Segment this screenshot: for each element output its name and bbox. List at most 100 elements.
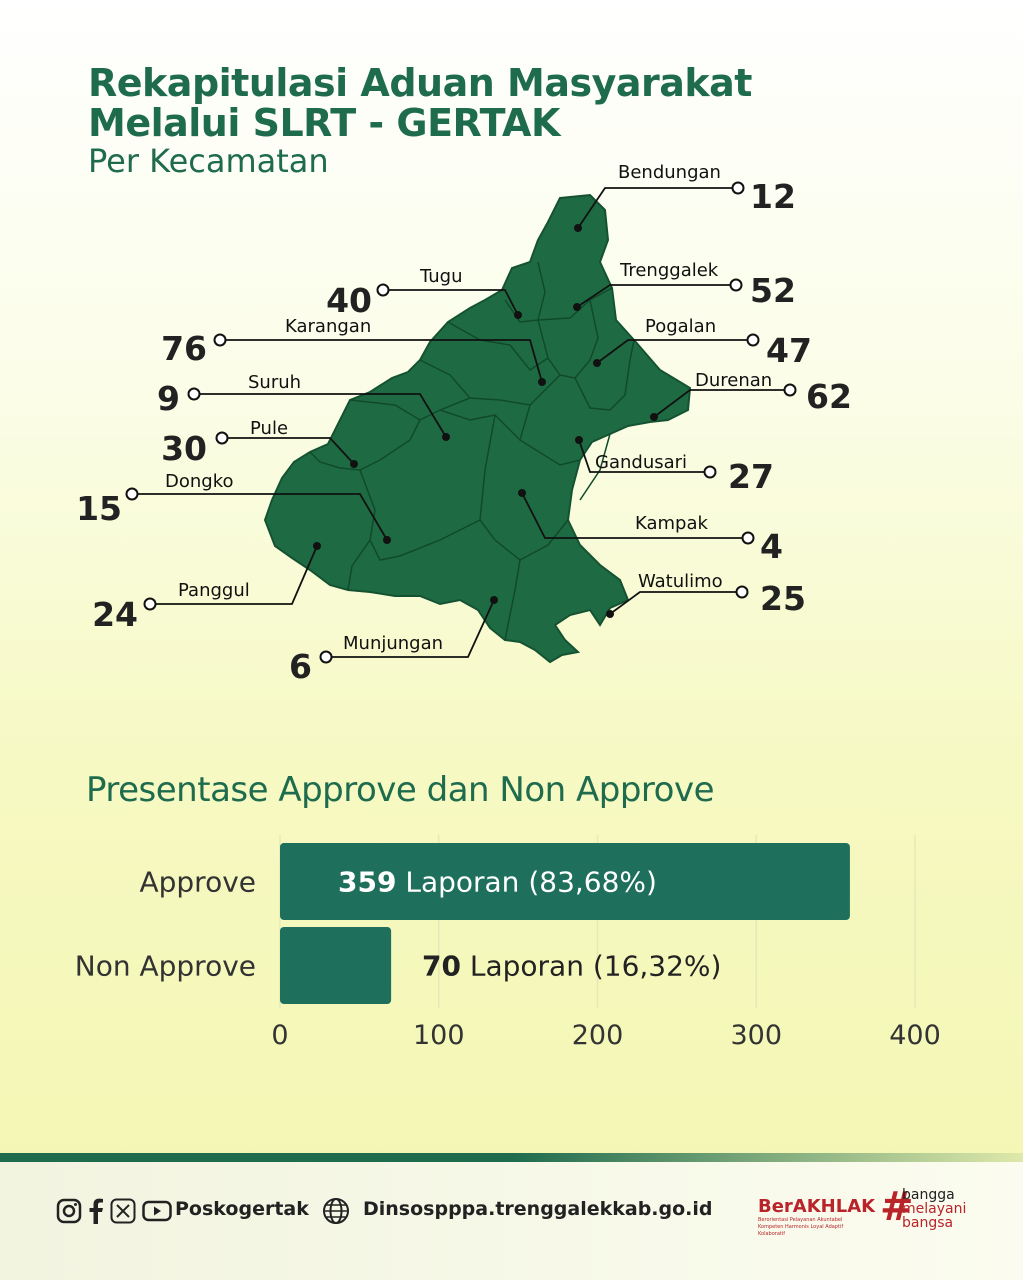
leader-end-circle: [143, 597, 157, 611]
district-map: Bendungan 12 Tugu 40 Trenggalek 52 Karangan 76 P…: [76, 162, 852, 686]
district-karangan: Karangan 76: [161, 316, 546, 386]
chart-text: 0 100 200 300 400 Approve 359 Laporan (83,68%)…: [75, 866, 941, 1052]
title-line2: Melalui SLRT - GERTAK: [88, 101, 560, 145]
x-tick-label: 400: [889, 1020, 941, 1051]
globe-icon: [322, 1197, 350, 1229]
instagram-icon[interactable]: [56, 1198, 82, 1228]
district-value: 4: [760, 527, 783, 566]
leader-line: [150, 545, 318, 605]
category-label: Non Approve: [75, 950, 256, 983]
data-label: 359 Laporan (83,68%): [338, 866, 657, 899]
district-name: Panggul: [178, 580, 250, 601]
bar-approve: [280, 843, 850, 920]
x-tick-label: 300: [730, 1020, 782, 1051]
logo-word-2: melayani: [902, 1201, 967, 1217]
x-icon[interactable]: [110, 1198, 136, 1228]
district-dot: [573, 303, 581, 311]
leader-end-circle: [215, 431, 229, 445]
district-name: Pule: [250, 418, 288, 439]
leader-line: [609, 591, 742, 615]
district-panggul: Panggul 24: [92, 542, 321, 634]
district-dot: [574, 224, 582, 232]
leader-end-circle: [125, 487, 139, 501]
footer: [0, 1162, 1023, 1280]
district-watulimo: Watulimo 25: [606, 571, 806, 618]
district-pogalan: Pogalan 47: [593, 316, 812, 370]
leader-line: [576, 284, 736, 308]
district-value: 12: [750, 177, 796, 216]
district-tugu: Tugu 40: [326, 266, 522, 320]
leader-line: [194, 393, 447, 438]
facebook-icon[interactable]: [88, 1198, 104, 1228]
district-suruh: Suruh 9: [157, 372, 450, 441]
district-name: Bendungan: [618, 162, 721, 183]
district-value: 24: [92, 595, 138, 634]
hashtag-icon: #: [880, 1184, 914, 1230]
leader-line: [521, 492, 748, 539]
district-value: 30: [161, 429, 207, 468]
district-name: Munjungan: [343, 633, 443, 654]
district-name: Trenggalek: [619, 260, 719, 281]
x-tick-label: 100: [413, 1020, 465, 1051]
district-value: 15: [76, 489, 122, 528]
district-dongko: Dongko 15: [76, 471, 391, 544]
district-dot: [442, 433, 450, 441]
district-name: Kampak: [635, 513, 709, 534]
district-value: 6: [289, 647, 312, 686]
social-icons: [56, 1198, 172, 1228]
berakhlak-title: BerAKHLAK: [758, 1196, 876, 1217]
leader-line: [383, 289, 519, 316]
district-dot: [518, 489, 526, 497]
title-line1: Rekapitulasi Aduan Masyarakat: [88, 61, 752, 105]
leader-end-circle: [783, 383, 797, 397]
district-dot: [650, 413, 658, 421]
district-munjungan: Munjungan 6: [289, 596, 498, 686]
subtitle: Per Kecamatan: [88, 142, 329, 180]
chart-bars: [280, 843, 850, 1004]
district-dot: [606, 610, 614, 618]
map-leaders: Bendungan 12 Tugu 40 Trenggalek 52 Karangan 76 P…: [76, 162, 852, 686]
district-bendungan: Bendungan 12: [574, 162, 796, 232]
section-title: Presentase Approve dan Non Approve: [86, 770, 715, 810]
district-name: Durenan: [695, 370, 772, 391]
footer-divider: [0, 1153, 1023, 1162]
leader-end-circle: [319, 650, 333, 664]
district-name: Gandusari: [595, 452, 687, 473]
bar-chart: 0 100 200 300 400 Approve 359 Laporan (83,68%)…: [75, 835, 941, 1052]
district-dot: [490, 596, 498, 604]
logo-word-1: bangga: [902, 1187, 955, 1203]
youtube-icon[interactable]: [142, 1198, 172, 1228]
district-value: 40: [326, 281, 372, 320]
data-label: 70 Laporan (16,32%): [422, 950, 721, 983]
district-value: 62: [806, 377, 852, 416]
district-value: 52: [750, 271, 796, 310]
leader-line: [596, 339, 753, 364]
leader-end-circle: [731, 181, 745, 195]
district-durenan: Durenan 62: [650, 370, 852, 421]
leader-end-circle: [735, 585, 749, 599]
x-tick-label: 200: [572, 1020, 624, 1051]
district-dot: [575, 436, 583, 444]
district-value: 9: [157, 379, 180, 418]
leader-line: [577, 187, 738, 229]
leader-line: [578, 439, 710, 473]
leader-end-circle: [187, 387, 201, 401]
district-dot: [313, 542, 321, 550]
x-tick-label: 0: [271, 1020, 288, 1051]
district-name: Pogalan: [645, 316, 716, 337]
category-label: Approve: [139, 866, 256, 899]
district-value: 27: [728, 457, 774, 496]
social-handle[interactable]: Poskogertak: [175, 1198, 309, 1220]
district-pule: Pule 30: [161, 418, 358, 468]
website-link[interactable]: Dinsospppa.trenggalekkab.go.id: [363, 1198, 713, 1220]
leader-end-circle: [729, 278, 743, 292]
leader-end-circle: [746, 333, 760, 347]
district-value: 47: [766, 331, 812, 370]
district-dot: [514, 311, 522, 319]
leader-line: [220, 339, 543, 383]
district-dot: [350, 460, 358, 468]
berakhlak-tagline: Berorientasi Pelayanan Akuntabel Kompete…: [758, 1217, 844, 1237]
district-value: 76: [161, 329, 207, 368]
district-name: Tugu: [419, 266, 463, 287]
bar-non-approve: [280, 927, 392, 1004]
